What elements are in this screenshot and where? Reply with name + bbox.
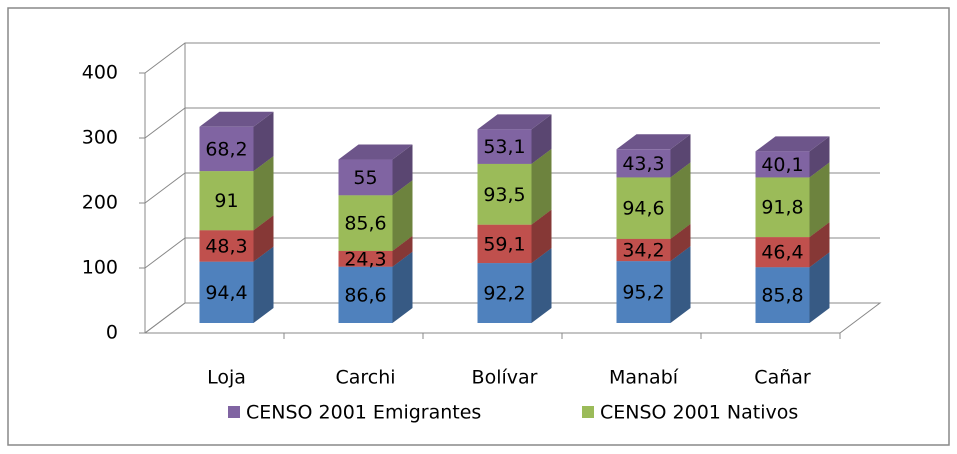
bar-side [253, 111, 274, 172]
data-label: 93,5 [483, 184, 525, 206]
bar-segment [338, 180, 413, 251]
bar-front [755, 267, 810, 323]
legend-label: CENSO 2001 Nativos [600, 402, 798, 424]
bar-side [531, 209, 552, 264]
bar-side [392, 144, 413, 196]
y-tick-label: 400 [82, 62, 118, 84]
grid-line [144, 107, 880, 139]
bar-segment [616, 134, 691, 178]
x-tick-label: Loja [207, 367, 246, 389]
bar-front [338, 250, 393, 267]
data-label: 43,3 [622, 153, 664, 175]
x-tick-label: Carchi [335, 367, 395, 389]
data-label: 59,1 [483, 233, 525, 255]
bar-side [253, 156, 274, 231]
bar-front [477, 129, 532, 164]
bar-front [477, 224, 532, 264]
bar-front [338, 266, 393, 323]
bar-segment [338, 144, 413, 196]
bar-side [392, 180, 413, 251]
bar-side [670, 246, 691, 323]
y-tick-label: 200 [82, 192, 118, 214]
data-label: 55 [353, 167, 377, 189]
bar-side [253, 246, 274, 323]
bar-front [199, 261, 254, 323]
x-tick-label: Cañar [754, 367, 811, 389]
bar-side [531, 248, 552, 323]
x-tick-label: Bolívar [472, 367, 538, 389]
bar-front [755, 151, 810, 178]
data-label: 86,6 [344, 284, 386, 306]
bar-top [616, 134, 691, 150]
bar-segment [199, 111, 274, 172]
bar-front [199, 126, 254, 172]
legend-swatch [228, 406, 240, 418]
bar-side [670, 162, 691, 239]
y-tick-label: 300 [82, 127, 118, 149]
bar-front [616, 261, 671, 323]
data-label: 94,4 [205, 282, 247, 304]
bar-side [531, 148, 552, 225]
bar-side [531, 114, 552, 164]
x-tick-label: Manabí [609, 367, 679, 389]
data-label: 68,2 [205, 138, 247, 160]
bar-side [392, 235, 413, 267]
data-label: 91 [214, 190, 238, 212]
data-label: 91,8 [761, 197, 803, 219]
bar-front [616, 177, 671, 239]
data-label: 95,2 [622, 282, 664, 304]
bar-front [338, 159, 393, 196]
bar-top [199, 111, 274, 127]
data-label: 40,1 [761, 154, 803, 176]
bar-segment [477, 114, 552, 164]
data-label: 24,3 [344, 248, 386, 270]
data-label: 53,1 [483, 136, 525, 158]
bar-front [477, 263, 532, 323]
data-label: 48,3 [205, 235, 247, 257]
bar-front [755, 177, 810, 238]
bar-top [477, 114, 552, 130]
bar-top [755, 136, 830, 152]
bar-side [670, 223, 691, 262]
data-label: 92,2 [483, 283, 525, 305]
grid-line [144, 42, 880, 74]
bar-front [199, 171, 254, 231]
bar-segment [755, 136, 830, 178]
bar-side [809, 136, 830, 178]
bar-front [616, 238, 671, 262]
data-label: 34,2 [622, 240, 664, 262]
data-label: 85,8 [761, 285, 803, 307]
data-label: 46,4 [761, 242, 803, 264]
bar-front [616, 149, 671, 178]
bar-side [809, 222, 830, 268]
bar-side [809, 252, 830, 323]
bar-front [338, 195, 393, 251]
y-tick-label: 100 [82, 257, 118, 279]
legend-swatch [582, 406, 594, 418]
bar-front [199, 230, 254, 262]
bar-side [392, 251, 413, 323]
legend-label: CENSO 2001 Emigrantes [246, 402, 481, 424]
bar-side [809, 162, 830, 238]
bar-front [477, 163, 532, 225]
y-tick-label: 0 [106, 322, 118, 344]
data-label: 94,6 [622, 198, 664, 220]
data-label: 85,6 [344, 213, 386, 235]
bar-side [253, 215, 274, 262]
bar-side [670, 134, 691, 178]
bar-top [338, 144, 413, 160]
bar-front [755, 237, 810, 268]
